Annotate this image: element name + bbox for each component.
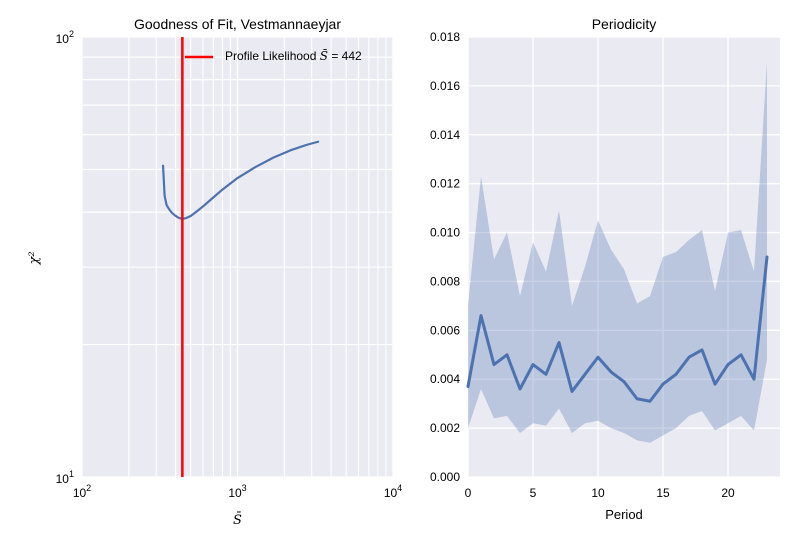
fit-curve — [161, 140, 320, 220]
y-tick-labels: 0.000 0.002 0.004 0.006 0.008 0.010 0.012 0.014… — [430, 30, 460, 484]
chart-title: Periodicity — [592, 16, 657, 32]
y-tick-label: 101 — [56, 469, 74, 486]
chart-title: Goodness of Fit, Vestmannaeyjar — [134, 16, 341, 32]
x-tick-label: 5 — [530, 486, 537, 500]
y-tick-label: 0.002 — [430, 421, 460, 435]
x-tick-label: 15 — [656, 486, 670, 500]
x-axis-label: S̄ — [233, 512, 242, 528]
gridlines — [467, 36, 780, 478]
y-tick-label: 0.018 — [430, 30, 460, 44]
y-tick-labels: 101 102 — [56, 29, 74, 486]
y-tick-label: 0.004 — [430, 372, 460, 386]
plot-data — [161, 37, 320, 477]
y-tick-label: 0.010 — [430, 226, 460, 240]
y-tick-label: 0.014 — [430, 128, 460, 142]
x-tick-label: 102 — [73, 483, 91, 500]
plot-data — [466, 61, 769, 443]
x-axis-label: Period — [605, 507, 643, 522]
x-tick-labels: 102 103 104 — [73, 483, 402, 500]
legend-symbol: S̄ — [320, 48, 328, 63]
x-tick-label: 0 — [465, 486, 472, 500]
legend-entry: Profile Likelihood S̄ = 442 — [225, 48, 362, 63]
x-tick-labels: 0 5 10 15 20 — [465, 486, 735, 500]
x-tick-label: 103 — [228, 483, 246, 500]
legend: Profile Likelihood S̄ = 442 — [185, 48, 362, 63]
periodicity-panel: Periodicity 0 5 10 15 20 0.0000.0020.0040.00… — [430, 16, 780, 522]
x-tick-label: 10 — [591, 486, 605, 500]
legend-label: Profile Likelihood — [225, 49, 316, 63]
confidence-band — [468, 61, 767, 443]
y-tick-label: 0.012 — [430, 177, 460, 191]
goodness-of-fit-panel: Goodness of Fit, Vestmannaeyjar 102 103 10… — [27, 16, 402, 528]
y-tick-label: 0.016 — [430, 79, 460, 93]
x-tick-label: 104 — [384, 483, 402, 500]
x-tick-label: 20 — [721, 486, 735, 500]
y-tick-label: 0.006 — [430, 323, 460, 337]
y-tick-label: 102 — [56, 29, 74, 46]
periodicity-line — [466, 255, 769, 403]
gridlines — [81, 36, 394, 478]
y-axis-label: χ² — [27, 251, 42, 265]
legend-value: = 442 — [331, 49, 362, 63]
y-tick-label: 0.008 — [430, 274, 460, 288]
y-tick-label: 0.000 — [430, 470, 460, 484]
